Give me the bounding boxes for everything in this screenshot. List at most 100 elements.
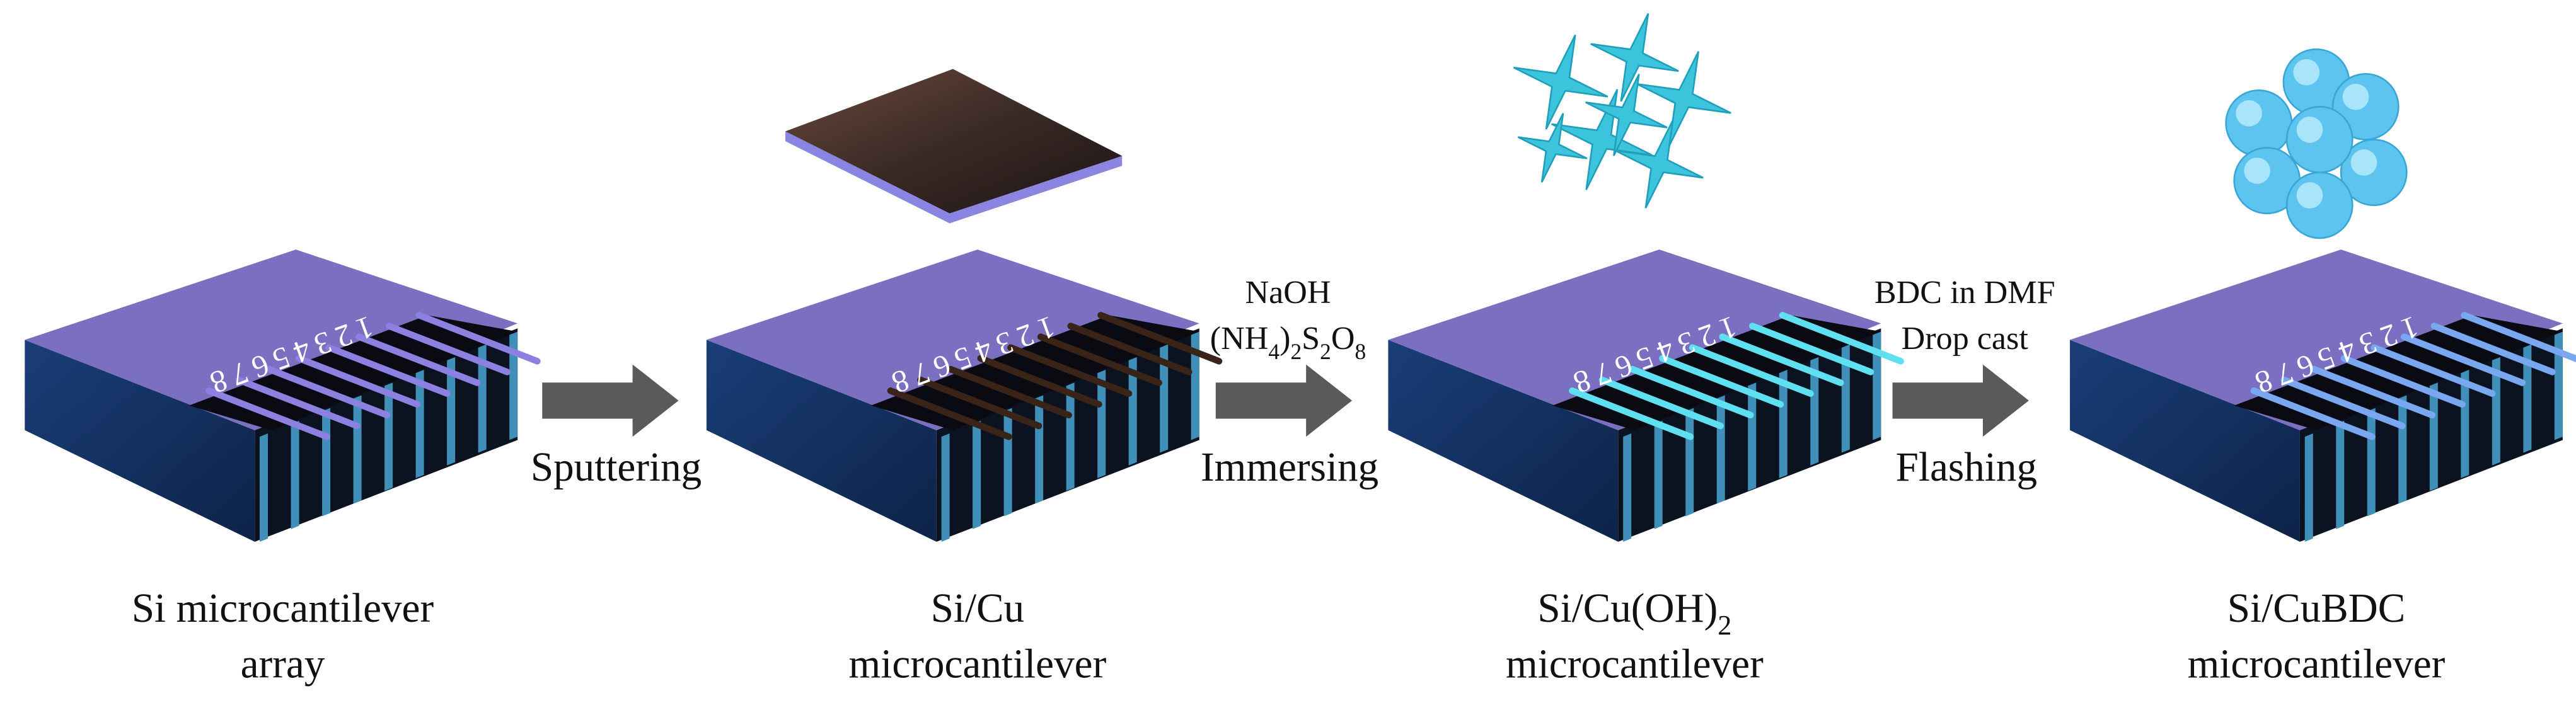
- cantilever-fin: [1779, 370, 1788, 479]
- cantilever-fin: [322, 408, 331, 517]
- cantilever-beam: [1067, 323, 1193, 375]
- cantilever-fin: [509, 331, 518, 440]
- text-run: microcantilever: [1506, 642, 1764, 687]
- nano-star: [1551, 89, 1653, 190]
- reagent-label: Drop cast: [1902, 321, 2029, 357]
- nano-star: [1615, 120, 1704, 209]
- subscript: 2: [1290, 339, 1302, 364]
- cantilever-beam: [2280, 376, 2406, 430]
- chip-front: [2070, 340, 2300, 542]
- reagent-label: BDC in DMF: [1874, 275, 2055, 311]
- cantilever-beam: [265, 365, 391, 419]
- cantilever-beam: [1598, 376, 1724, 430]
- cantilever-fin: [1716, 395, 1725, 504]
- sample-caption: Si/Cu(OH)2: [1537, 586, 1731, 641]
- crystal-highlight: [2296, 182, 2323, 209]
- sample-caption: array: [241, 642, 325, 687]
- cantilever-fin: [1654, 420, 1663, 529]
- text-run: Si/CuBDC: [2227, 586, 2405, 631]
- cantilever-beam: [235, 376, 361, 430]
- text-run: Si microcantilever: [132, 586, 434, 631]
- cu-oh2-structure: [1513, 13, 1731, 209]
- cantilever-fin: [2367, 408, 2376, 517]
- subscript: 2: [1320, 339, 1331, 364]
- cantilever-fin: [2554, 331, 2563, 440]
- subscript: 4: [1268, 339, 1279, 364]
- cantilever-beam: [887, 387, 1012, 440]
- cantilever-chip: 12345678: [25, 249, 541, 542]
- chip-top: [706, 249, 1199, 430]
- chip-top: [2070, 249, 2563, 430]
- cantilever-beam: [977, 355, 1102, 408]
- process-arrow: [1215, 364, 1353, 437]
- sample-caption: microcantilever: [849, 642, 1107, 687]
- nano-star: [1585, 74, 1668, 156]
- chip-top: [1388, 249, 1881, 430]
- crystal: [2285, 171, 2354, 239]
- text-run: microcantilever: [849, 642, 1107, 687]
- cantilever-fin: [1623, 433, 1632, 542]
- cantilever-fin: [1128, 357, 1137, 466]
- sample-caption: Si/CuBDC: [2227, 586, 2405, 631]
- chip-front: [706, 340, 937, 542]
- text-run: microcantilever: [2188, 642, 2446, 687]
- cubdc-structure: [2225, 48, 2408, 239]
- subscript: 2: [1718, 610, 1731, 641]
- cantilever-fin: [2398, 395, 2407, 504]
- cantilever-fin: [291, 420, 299, 529]
- cantilever-beam: [325, 344, 451, 397]
- cantilever-beam: [1749, 323, 1874, 375]
- chip-front: [25, 340, 255, 542]
- cantilever-beam: [205, 387, 331, 440]
- nano-star: [1513, 35, 1609, 130]
- cantilever-beam: [2250, 387, 2376, 440]
- crystal-highlight: [2350, 149, 2377, 176]
- crystal-highlight: [2293, 59, 2320, 86]
- crystal: [2225, 89, 2293, 157]
- sample-caption: Si/Cu: [931, 586, 1024, 631]
- cantilever-beam: [2311, 365, 2436, 419]
- cantilever-fin: [1191, 331, 1199, 440]
- cantilever-beam: [2430, 323, 2556, 375]
- cantilever-fin: [1035, 395, 1044, 504]
- crystal-highlight: [2296, 117, 2323, 143]
- cantilever-fin: [1066, 382, 1075, 491]
- nano-star: [1590, 13, 1679, 102]
- cantilever-fin: [2523, 344, 2532, 453]
- chip-top: [25, 249, 518, 430]
- cantilever-fin: [1810, 357, 1819, 466]
- cantilever-fin: [2336, 420, 2345, 529]
- cantilever-fin: [973, 420, 981, 529]
- process-action: Flashing: [1896, 445, 2037, 490]
- text-run: O: [1331, 321, 1355, 357]
- cantilever-fin: [260, 433, 269, 542]
- cantilever-beam: [1719, 333, 1844, 386]
- process-action: Immersing: [1201, 445, 1378, 490]
- cantilever-beam: [1629, 365, 1754, 419]
- chip-front: [1388, 340, 1619, 542]
- text-run: (NH: [1210, 321, 1269, 357]
- text-run: ): [1279, 321, 1290, 357]
- cantilever-beam: [1097, 312, 1223, 365]
- cantilever-fin: [1748, 382, 1757, 491]
- cantilever-fin: [2304, 433, 2313, 542]
- cantilever-fin: [1685, 408, 1694, 517]
- sample-caption: Si microcantilever: [132, 586, 434, 631]
- cantilever-fin: [384, 382, 393, 491]
- nano-star: [1517, 113, 1588, 183]
- cantilever-beam: [947, 365, 1072, 419]
- cantilever-beam: [415, 312, 541, 365]
- cantilever-fin: [1003, 408, 1012, 517]
- cantilever-beam: [917, 376, 1043, 430]
- crystal-highlight: [2244, 157, 2271, 184]
- crystal-highlight: [2342, 83, 2369, 110]
- cantilever-beam: [1569, 387, 1694, 440]
- text-run: Si/Cu: [931, 586, 1024, 631]
- cantilever-beam: [2401, 333, 2526, 386]
- crystal-highlight: [2236, 100, 2262, 127]
- copper-layer: [785, 69, 1123, 224]
- cantilever-beam: [355, 333, 481, 386]
- text-run: array: [241, 642, 325, 687]
- process-arrow: [1892, 364, 2029, 437]
